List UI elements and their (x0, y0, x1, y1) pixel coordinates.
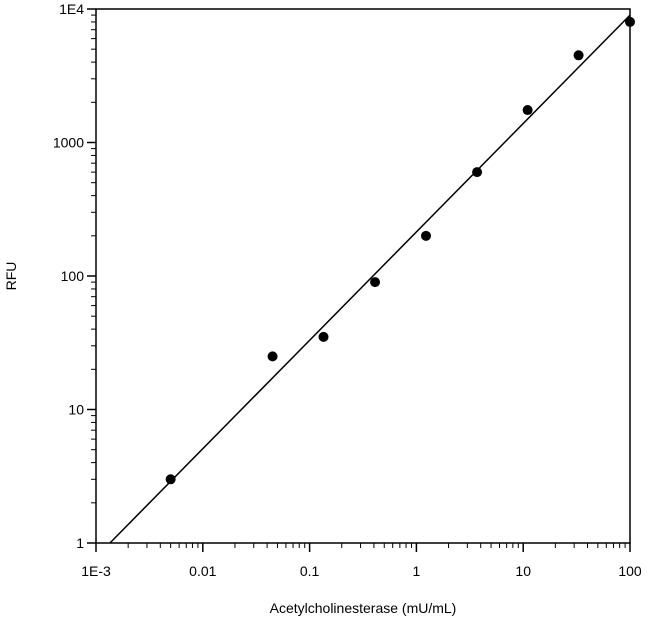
plot-frame (95, 8, 631, 544)
y-tick-label: 1 (76, 535, 84, 551)
major-ticks (87, 8, 631, 552)
data-point (472, 167, 483, 178)
x-tick-label: 1E-3 (81, 563, 111, 579)
x-axis-title: Acetylcholinesterase (mU/mL) (270, 600, 457, 616)
y-tick-label: 1E4 (59, 1, 84, 17)
data-point (318, 331, 329, 342)
data-point (370, 277, 381, 288)
y-tick-label: 10 (68, 402, 84, 418)
data-point (625, 16, 635, 27)
x-tick-label: 0.1 (300, 563, 320, 579)
fit-line-group (109, 14, 631, 544)
fit-line (109, 14, 631, 544)
points-group (165, 16, 635, 485)
minor-ticks (91, 14, 626, 548)
tick-labels: 1E-3 0.01 0.1 1 10 100 1 10 100 1000 1E4 (53, 1, 642, 579)
data-point (421, 230, 432, 241)
x-tick-label: 10 (515, 563, 531, 579)
data-point (522, 105, 533, 116)
plot-border (95, 8, 631, 544)
x-tick-label: 0.01 (189, 563, 216, 579)
data-point (267, 351, 278, 362)
x-tick-label: 100 (618, 563, 642, 579)
y-tick-label: 100 (61, 268, 85, 284)
y-axis-title: RFU (3, 262, 19, 291)
x-tick-label: 1 (413, 563, 421, 579)
y-tick-label: 1000 (53, 135, 84, 151)
data-point (573, 50, 584, 61)
data-point (165, 474, 176, 485)
